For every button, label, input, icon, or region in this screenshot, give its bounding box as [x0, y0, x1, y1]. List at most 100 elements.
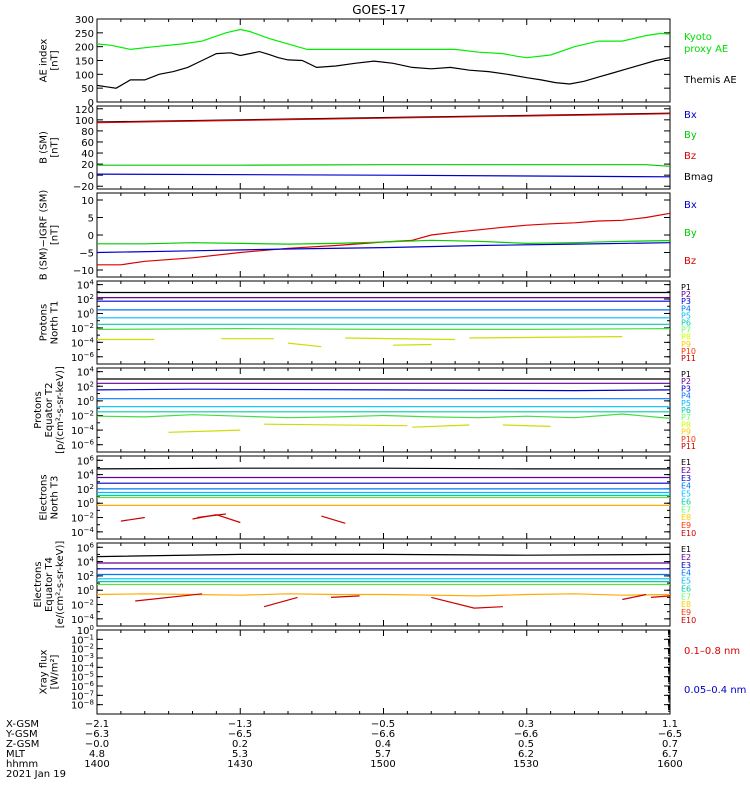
y-tick-label: 100: [77, 497, 94, 510]
ephemeris-value: −0.5: [371, 719, 395, 730]
y-tick-label: 0: [88, 98, 94, 109]
ephemeris-label-zgsm: Z-GSM: [6, 739, 39, 750]
series-e9a: [135, 593, 203, 602]
legend-p9: P9: [681, 428, 691, 437]
legend-p6: P6: [681, 319, 691, 328]
y-tick-label: 250: [75, 29, 94, 40]
legend-bz: Bz: [684, 256, 696, 267]
y-tick-label: 10−7: [71, 689, 94, 702]
series-e9f: [650, 595, 671, 598]
series-e9b: [263, 596, 298, 608]
y-axis-label: Electrons: [33, 561, 44, 607]
legend-p3: P3: [681, 297, 691, 306]
series-bz: [97, 212, 671, 266]
legend-p11: P11: [681, 442, 696, 451]
y-axis-label: Xray flux: [39, 650, 50, 695]
y-tick-label: 104: [77, 556, 95, 569]
legend-p10: P10: [681, 347, 696, 356]
y-tick-label: 40: [81, 149, 94, 160]
y-axis-label: [nT]: [50, 50, 61, 70]
y-axis-label: Electrons: [39, 474, 50, 520]
y-tick-label: 10−2: [71, 322, 94, 335]
y-tick-label: 300: [75, 15, 94, 26]
y-tick-label: 10: [81, 196, 94, 207]
series-e9c: [330, 595, 360, 598]
legend-e1: E1: [681, 545, 691, 554]
panel-frame: [96, 192, 671, 278]
legend-e10: E10: [681, 616, 696, 625]
series-p3: [96, 388, 671, 392]
y-tick-label: −20: [73, 182, 94, 193]
legend-e3: E3: [681, 474, 691, 483]
y-tick-label: 0: [88, 231, 94, 242]
legend-p8: P8: [681, 420, 691, 429]
series-p9e: [469, 336, 623, 339]
y-tick-label: 10−6: [71, 439, 95, 452]
y-tick-label: 10−2: [71, 512, 94, 525]
series-e9d: [431, 596, 503, 609]
legend-p8: P8: [681, 333, 691, 342]
series-e9e: [321, 515, 346, 524]
legend-p3: P3: [681, 384, 691, 393]
ephemeris-label-ygsm: Y-GSM: [5, 729, 38, 740]
ephemeris-value: −6.3: [85, 729, 109, 740]
y-tick-label: 100: [75, 116, 94, 127]
legend-p7: P7: [681, 413, 691, 422]
series-by: [97, 239, 671, 245]
series-p7: [96, 413, 671, 419]
legend-e5: E5: [681, 490, 691, 499]
ephemeris-value: −0.0: [85, 739, 109, 750]
legend-e9: E9: [681, 608, 691, 617]
y-tick-label: 104: [77, 469, 95, 482]
y-tick-label: 50: [81, 84, 94, 95]
y-tick-label: 20: [81, 160, 94, 171]
ephemeris-value: 4.8: [89, 749, 105, 760]
series-p8: [168, 429, 241, 433]
legend-p1: P1: [681, 370, 691, 379]
series-bx: [96, 242, 671, 254]
legend-p9: P9: [681, 340, 691, 349]
panel-frame: [96, 367, 671, 453]
legend-e7: E7: [681, 592, 691, 601]
y-tick-label: 104: [77, 366, 95, 379]
y-tick-label: 10−4: [71, 424, 95, 437]
y-tick-label: 102: [77, 570, 94, 583]
ephemeris-value: 1400: [84, 759, 109, 770]
y-axis-label: [e/(cm²-s-sr-keV)]: [55, 541, 66, 629]
chart-title: GOES-17: [352, 3, 406, 17]
series-p9c: [345, 337, 456, 341]
y-axis-label: North T3: [50, 476, 61, 520]
y-axis-label: B (SM): [39, 131, 50, 164]
legend-by: By: [684, 130, 697, 141]
legend-bz: Bz: [684, 151, 696, 162]
y-tick-label: 10−4: [71, 661, 95, 674]
y-tick-label: 100: [77, 395, 94, 408]
ephemeris-value: 1530: [513, 759, 538, 770]
legend-e8: E8: [681, 600, 691, 609]
legend-p4: P4: [681, 392, 691, 401]
series-p7: [96, 327, 671, 330]
legend-e6: E6: [681, 584, 691, 593]
y-axis-label: Equator T2: [44, 383, 55, 438]
series-bz: [96, 113, 671, 124]
ephemeris-value: −1.3: [228, 719, 252, 730]
y-axis-label: B (SM)−IGRF (SM): [39, 190, 50, 281]
ephemeris-value: 0.3: [518, 719, 534, 730]
y-tick-label: 100: [77, 307, 94, 320]
y-tick-label: 10−4: [71, 613, 95, 626]
legend-themis-ae: Themis AE: [683, 75, 737, 86]
y-axis-label: [p/(cm²-s-sr-keV)]: [55, 366, 66, 454]
legend-e5: E5: [681, 577, 691, 586]
legend-e4: E4: [681, 482, 691, 491]
ephemeris-value: 1430: [227, 759, 252, 770]
ephemeris-date: 2021 Jan 19: [6, 769, 66, 780]
ephemeris-value: −6.5: [228, 729, 252, 740]
ephemeris-value: 5.3: [232, 749, 248, 760]
ephemeris-value: 5.7: [375, 749, 391, 760]
